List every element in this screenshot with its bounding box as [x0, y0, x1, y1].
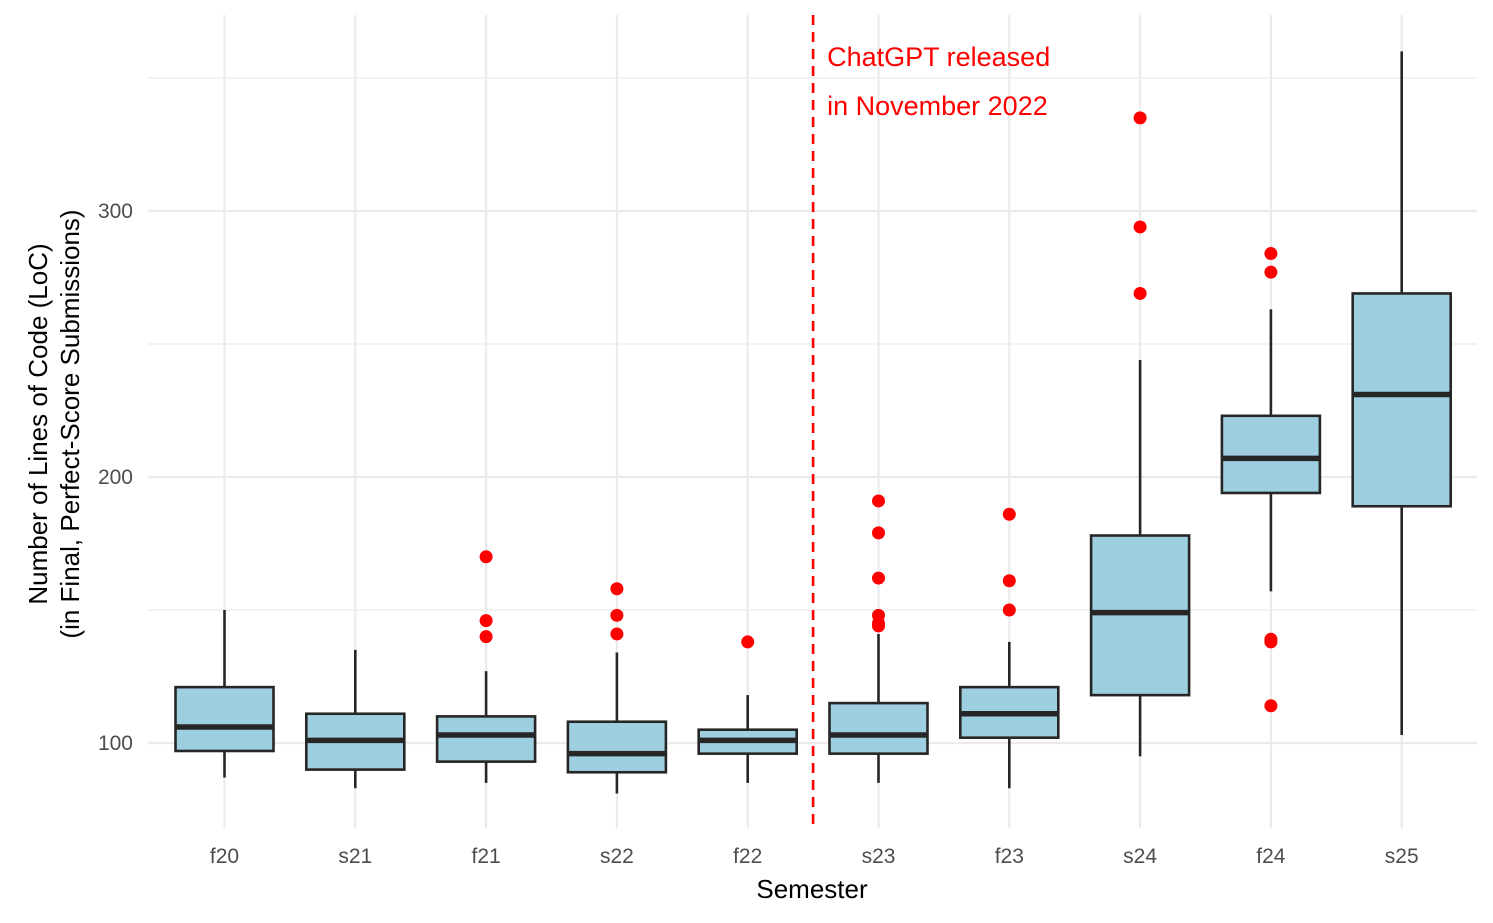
annotation-line-1: ChatGPT released — [827, 42, 1050, 72]
box-s21 — [304, 649, 406, 789]
outlier-point — [479, 614, 493, 628]
outlier-point — [1002, 603, 1016, 617]
y-tick-label-300: 300 — [98, 200, 133, 223]
outlier-point — [479, 630, 493, 644]
outlier-point — [1133, 220, 1147, 234]
outlier-point — [610, 608, 624, 622]
outlier-point — [1133, 286, 1147, 300]
x-tick-label-s21: s21 — [338, 845, 372, 868]
outlier-point — [872, 608, 885, 622]
iqr-box — [1220, 414, 1322, 495]
y-axis-ticks: 100 200 300 — [98, 200, 133, 755]
x-tick-label-f21: f21 — [471, 845, 500, 868]
outlier-point — [1264, 247, 1278, 261]
outlier-point — [1264, 699, 1278, 713]
box-f20 — [174, 610, 275, 778]
outlier-point — [1002, 507, 1016, 521]
y-tick-label-200: 200 — [98, 466, 133, 489]
y-axis-title-line-1: Number of Lines of Code (LoC) — [23, 243, 53, 604]
outlier-point — [479, 550, 493, 564]
box-f21 — [435, 550, 537, 783]
x-tick-label-s22: s22 — [600, 845, 634, 868]
x-axis-title: Semester — [756, 874, 868, 904]
iqr-box — [1351, 292, 1452, 508]
y-axis-title-line-2: (in Final, Perfect-Score Submissions) — [55, 209, 85, 638]
outlier-point — [872, 494, 885, 508]
box-s24 — [1089, 111, 1191, 757]
box-s22 — [566, 582, 668, 794]
boxes-layer — [174, 51, 1452, 794]
outlier-point — [1133, 111, 1147, 125]
outlier-point — [872, 526, 885, 540]
x-tick-label-f24: f24 — [1256, 845, 1286, 868]
box-f23 — [958, 507, 1060, 789]
outlier-point — [1264, 265, 1278, 279]
box-s25 — [1351, 51, 1452, 736]
x-tick-label-f20: f20 — [210, 845, 239, 868]
x-tick-label-s23: s23 — [862, 845, 896, 868]
x-tick-label-s25: s25 — [1385, 845, 1419, 868]
iqr-box — [566, 720, 668, 774]
box-s23 — [828, 494, 929, 783]
iqr-box — [828, 701, 929, 755]
outlier-point — [741, 635, 755, 649]
outlier-point — [1002, 574, 1016, 588]
box-f24 — [1220, 247, 1322, 713]
box-f22 — [697, 635, 799, 783]
y-axis-title: Number of Lines of Code (LoC) (in Final,… — [23, 209, 85, 638]
annotation-layer: ChatGPT released in November 2022 — [811, 15, 1050, 828]
x-axis-ticks: f20 s21 f21 s22 f22 s23 f23 s24 f24 s25 — [210, 845, 1419, 868]
x-tick-label-s24: s24 — [1123, 845, 1157, 868]
outlier-point — [1264, 632, 1278, 646]
outlier-point — [872, 571, 885, 585]
x-tick-label-f22: f22 — [733, 845, 762, 868]
outlier-point — [610, 627, 624, 641]
outlier-point — [610, 582, 624, 596]
y-tick-label-100: 100 — [98, 732, 133, 755]
annotation-line-2: in November 2022 — [827, 91, 1048, 121]
iqr-box — [174, 685, 275, 753]
iqr-box — [435, 715, 537, 763]
x-tick-label-f23: f23 — [995, 845, 1024, 868]
